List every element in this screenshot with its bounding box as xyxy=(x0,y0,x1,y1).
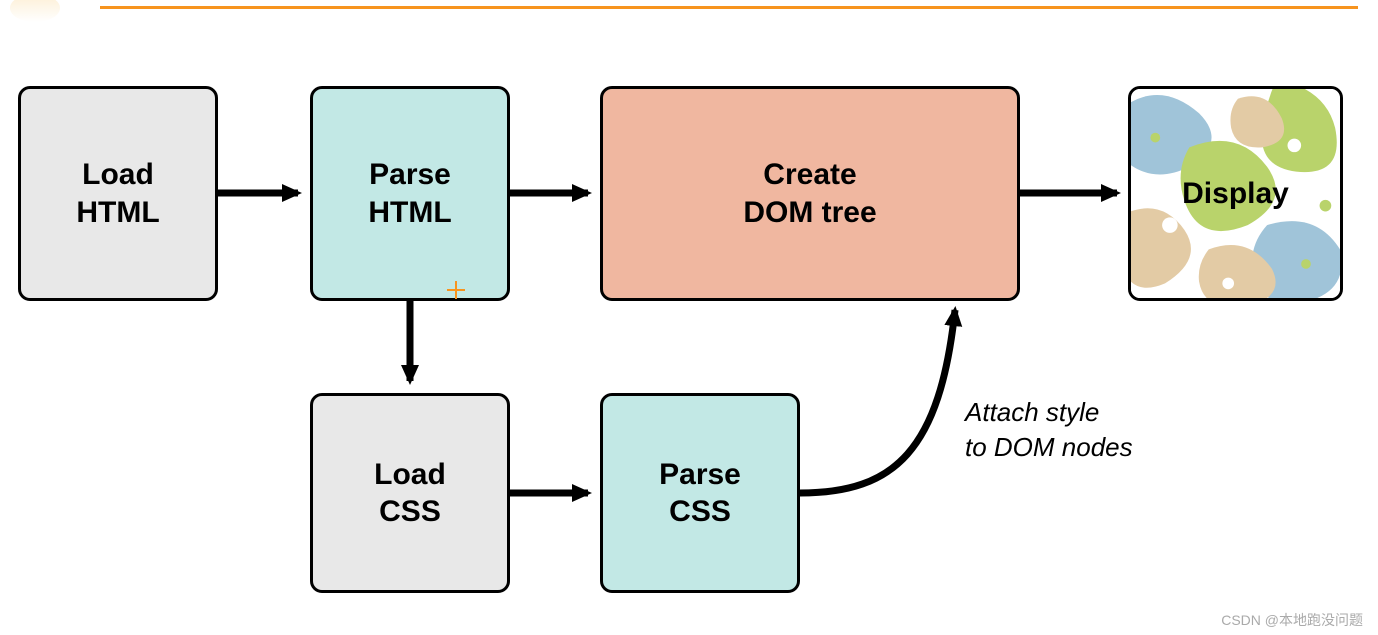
node-label-parse-css: Parse CSS xyxy=(659,456,741,531)
node-load-html: Load HTML xyxy=(18,86,218,301)
edge-parse-css-to-create-dom xyxy=(800,310,955,493)
node-label-parse-html: Parse HTML xyxy=(368,156,451,231)
edge-label-parse-css-to-create-dom: Attach style to DOM nodes xyxy=(965,395,1133,465)
watermark-text: CSDN @本地跑没问题 xyxy=(1221,610,1363,630)
node-label-load-html: Load HTML xyxy=(76,156,159,231)
node-label-load-css: Load CSS xyxy=(374,456,446,531)
node-load-css: Load CSS xyxy=(310,393,510,593)
node-label-display: Display xyxy=(1182,175,1289,213)
node-parse-css: Parse CSS xyxy=(600,393,800,593)
node-create-dom: Create DOM tree xyxy=(600,86,1020,301)
node-label-create-dom: Create DOM tree xyxy=(743,156,876,231)
node-parse-html: Parse HTML xyxy=(310,86,510,301)
node-display: Display xyxy=(1128,86,1343,301)
flowchart-diagram: Load HTML Parse HTML Create DOM tree Displ… xyxy=(0,0,1378,635)
